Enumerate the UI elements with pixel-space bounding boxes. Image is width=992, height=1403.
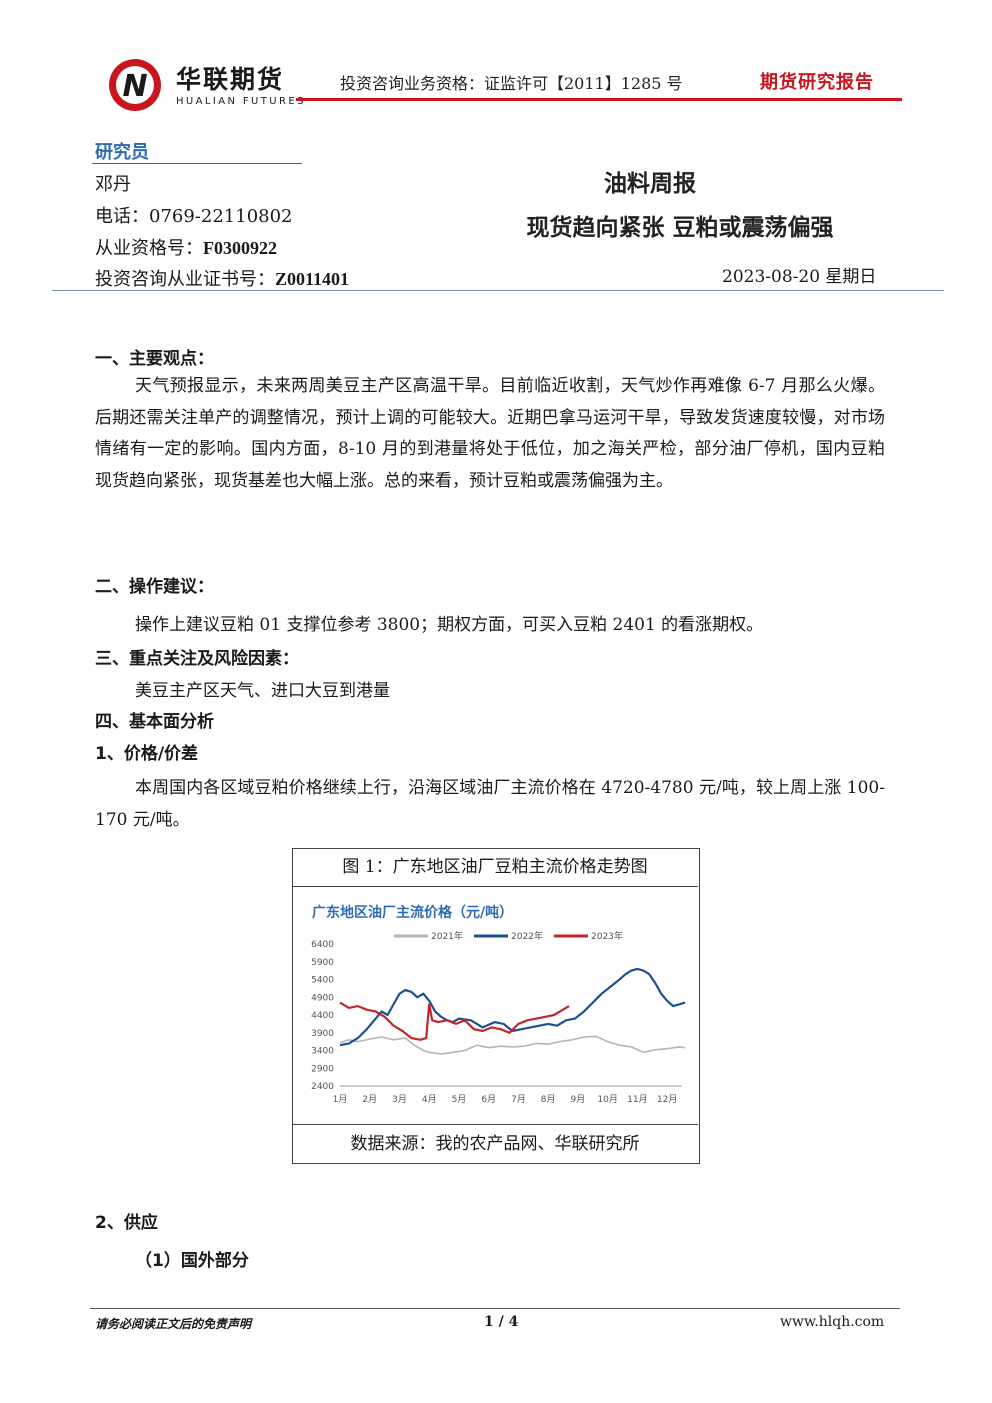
y-tick-label: 2900 bbox=[311, 1064, 334, 1074]
figure-source: 数据来源：我的农产品网、华联研究所 bbox=[292, 1124, 698, 1163]
y-tick-label: 3900 bbox=[311, 1029, 334, 1039]
footer-page-number: 1 / 4 bbox=[484, 1314, 519, 1330]
brand-name-en: HUALIAN FUTURES bbox=[176, 96, 306, 107]
researcher-cert: 从业资格号：F0300922 bbox=[95, 238, 277, 259]
x-tick-label: 6月 bbox=[481, 1094, 496, 1105]
figure-caption: 图 1：广东地区油厂豆粕主流价格走势图 bbox=[292, 848, 698, 887]
x-tick-label: 3月 bbox=[392, 1094, 407, 1105]
y-tick-label: 5400 bbox=[311, 976, 334, 986]
legend-label: 2022年 bbox=[511, 930, 543, 942]
section-4-1-text: 本周国内各区域豆粕价格继续上行，沿海区域油厂主流价格在 4720-4780 元/… bbox=[95, 778, 885, 830]
legend-label: 2021年 bbox=[431, 930, 463, 942]
legend-label: 2023年 bbox=[591, 930, 623, 942]
footer-divider bbox=[90, 1308, 900, 1309]
header-divider bbox=[296, 98, 902, 101]
license-text: 投资咨询业务资格：证监许可【2011】1285 号 bbox=[340, 74, 683, 93]
x-tick-label: 11月 bbox=[627, 1094, 647, 1105]
report-subtitle: 现货趋向紧张 豆粕或震荡偏强 bbox=[526, 215, 834, 241]
y-tick-label: 6400 bbox=[311, 940, 334, 950]
report-title: 油料周报 bbox=[604, 171, 696, 197]
price-chart: 广东地区油厂主流价格（元/吨） 2021年 2022年 2023年 2400 2900… bbox=[311, 904, 686, 1105]
logo-letter: N bbox=[122, 69, 147, 104]
series-line bbox=[339, 1035, 686, 1055]
section-3-text: 美豆主产区天气、进口大豆到港量 bbox=[135, 681, 390, 701]
series-line bbox=[339, 1001, 570, 1041]
series-line bbox=[339, 967, 686, 1047]
x-tick-label: 10月 bbox=[597, 1094, 617, 1105]
x-tick-label: 7月 bbox=[511, 1094, 526, 1105]
x-tick-label: 1月 bbox=[333, 1094, 348, 1105]
y-tick-label: 3400 bbox=[311, 1047, 334, 1057]
y-tick-label: 4900 bbox=[311, 993, 334, 1003]
footer-website: www.hlqh.com bbox=[780, 1314, 885, 1330]
x-tick-label: 4月 bbox=[422, 1094, 437, 1105]
x-tick-label: 9月 bbox=[571, 1094, 586, 1105]
section-4-heading: 四、基本面分析 bbox=[95, 712, 214, 732]
section-1-heading: 一、主要观点： bbox=[95, 349, 214, 369]
section-2-heading: 二、操作建议： bbox=[95, 577, 214, 597]
footer-disclaimer-notice: 请务必阅读正文后的免责声明 bbox=[95, 1317, 252, 1331]
x-tick-label: 5月 bbox=[452, 1094, 467, 1105]
hualian-logo: N bbox=[109, 59, 161, 111]
meta-divider bbox=[52, 290, 944, 291]
section-3-heading: 三、重点关注及风险因素： bbox=[95, 649, 299, 669]
section-4-2-1-heading: （1）国外部分 bbox=[135, 1251, 249, 1271]
report-date: 2023-08-20 星期日 bbox=[722, 267, 877, 287]
section-2-text: 操作上建议豆粕 01 支撑位参考 3800；期权方面，可买入豆粕 2401 的看… bbox=[135, 615, 764, 635]
y-tick-label: 4400 bbox=[311, 1011, 334, 1021]
chart-title: 广东地区油厂主流价格（元/吨） bbox=[312, 904, 513, 921]
y-tick-label: 5900 bbox=[311, 958, 334, 968]
researcher-underline bbox=[92, 163, 302, 164]
researcher-name: 邓丹 bbox=[95, 174, 131, 195]
figure-frame bbox=[292, 848, 700, 1164]
x-tick-label: 8月 bbox=[541, 1094, 556, 1105]
x-tick-label: 2月 bbox=[362, 1094, 377, 1105]
y-tick-label: 2400 bbox=[311, 1082, 334, 1092]
section-4-1-heading: 1、价格/价差 bbox=[95, 744, 199, 764]
brand-name-cn: 华联期货 bbox=[176, 65, 285, 94]
report-type-label: 期货研究报告 bbox=[760, 72, 874, 93]
researcher-heading: 研究员 bbox=[95, 142, 149, 163]
section-1-text: 天气预报显示，未来两周美豆主产区高温干旱。目前临近收割，天气炒作再难像 6-7 … bbox=[95, 376, 885, 491]
researcher-advisory-cert: 投资咨询从业证书号：Z0011401 bbox=[95, 269, 350, 290]
x-tick-label: 12月 bbox=[657, 1094, 677, 1105]
section-4-2-heading: 2、供应 bbox=[95, 1213, 158, 1233]
researcher-phone: 电话：0769-22110802 bbox=[95, 206, 293, 227]
